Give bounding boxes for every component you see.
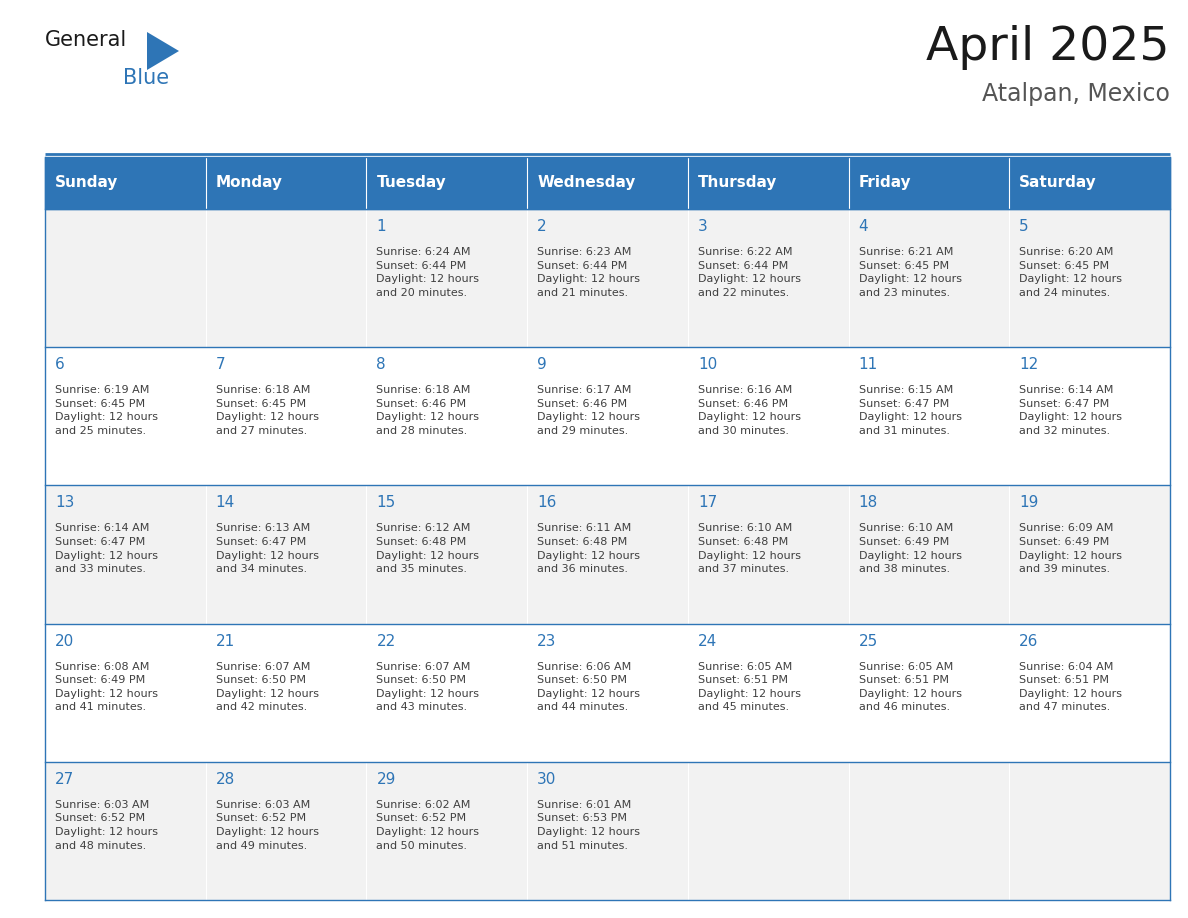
Text: Sunrise: 6:18 AM
Sunset: 6:46 PM
Daylight: 12 hours
and 28 minutes.: Sunrise: 6:18 AM Sunset: 6:46 PM Dayligh…: [377, 386, 480, 436]
Text: 17: 17: [697, 496, 718, 510]
Text: 27: 27: [55, 772, 74, 787]
Text: 30: 30: [537, 772, 556, 787]
Text: 11: 11: [859, 357, 878, 372]
Text: 19: 19: [1019, 496, 1038, 510]
Text: 29: 29: [377, 772, 396, 787]
Text: Sunrise: 6:15 AM
Sunset: 6:47 PM
Daylight: 12 hours
and 31 minutes.: Sunrise: 6:15 AM Sunset: 6:47 PM Dayligh…: [859, 386, 961, 436]
Text: Sunrise: 6:24 AM
Sunset: 6:44 PM
Daylight: 12 hours
and 20 minutes.: Sunrise: 6:24 AM Sunset: 6:44 PM Dayligh…: [377, 247, 480, 297]
Text: 8: 8: [377, 357, 386, 372]
Text: Sunrise: 6:06 AM
Sunset: 6:50 PM
Daylight: 12 hours
and 44 minutes.: Sunrise: 6:06 AM Sunset: 6:50 PM Dayligh…: [537, 662, 640, 712]
Bar: [45, 157, 206, 209]
Text: 5: 5: [1019, 219, 1029, 234]
Text: April 2025: April 2025: [927, 25, 1170, 70]
Bar: [45, 623, 1170, 762]
Text: 4: 4: [859, 219, 868, 234]
Text: Friday: Friday: [859, 175, 911, 191]
Bar: [527, 157, 688, 209]
Text: Sunrise: 6:10 AM
Sunset: 6:49 PM
Daylight: 12 hours
and 38 minutes.: Sunrise: 6:10 AM Sunset: 6:49 PM Dayligh…: [859, 523, 961, 574]
Text: Sunrise: 6:18 AM
Sunset: 6:45 PM
Daylight: 12 hours
and 27 minutes.: Sunrise: 6:18 AM Sunset: 6:45 PM Dayligh…: [216, 386, 318, 436]
Text: Sunrise: 6:07 AM
Sunset: 6:50 PM
Daylight: 12 hours
and 43 minutes.: Sunrise: 6:07 AM Sunset: 6:50 PM Dayligh…: [377, 662, 480, 712]
Text: Sunrise: 6:13 AM
Sunset: 6:47 PM
Daylight: 12 hours
and 34 minutes.: Sunrise: 6:13 AM Sunset: 6:47 PM Dayligh…: [216, 523, 318, 574]
Text: Sunrise: 6:11 AM
Sunset: 6:48 PM
Daylight: 12 hours
and 36 minutes.: Sunrise: 6:11 AM Sunset: 6:48 PM Dayligh…: [537, 523, 640, 574]
Text: Sunrise: 6:03 AM
Sunset: 6:52 PM
Daylight: 12 hours
and 48 minutes.: Sunrise: 6:03 AM Sunset: 6:52 PM Dayligh…: [55, 800, 158, 851]
Text: Sunrise: 6:05 AM
Sunset: 6:51 PM
Daylight: 12 hours
and 45 minutes.: Sunrise: 6:05 AM Sunset: 6:51 PM Dayligh…: [697, 662, 801, 712]
Text: Sunrise: 6:05 AM
Sunset: 6:51 PM
Daylight: 12 hours
and 46 minutes.: Sunrise: 6:05 AM Sunset: 6:51 PM Dayligh…: [859, 662, 961, 712]
Bar: [45, 762, 1170, 900]
Text: 28: 28: [216, 772, 235, 787]
Text: Blue: Blue: [124, 68, 169, 88]
Bar: [206, 157, 366, 209]
Text: 22: 22: [377, 633, 396, 649]
Text: 9: 9: [537, 357, 546, 372]
Bar: [45, 157, 1170, 209]
Text: 10: 10: [697, 357, 718, 372]
Text: General: General: [45, 30, 127, 50]
Text: Sunrise: 6:23 AM
Sunset: 6:44 PM
Daylight: 12 hours
and 21 minutes.: Sunrise: 6:23 AM Sunset: 6:44 PM Dayligh…: [537, 247, 640, 297]
Text: Wednesday: Wednesday: [537, 175, 636, 191]
Text: 25: 25: [859, 633, 878, 649]
Text: Tuesday: Tuesday: [377, 175, 447, 191]
Text: Saturday: Saturday: [1019, 175, 1097, 191]
Text: 21: 21: [216, 633, 235, 649]
Text: 23: 23: [537, 633, 556, 649]
Bar: [848, 157, 1010, 209]
Text: Sunday: Sunday: [55, 175, 119, 191]
Polygon shape: [147, 32, 179, 70]
Text: 2: 2: [537, 219, 546, 234]
Text: Monday: Monday: [216, 175, 283, 191]
Text: Sunrise: 6:12 AM
Sunset: 6:48 PM
Daylight: 12 hours
and 35 minutes.: Sunrise: 6:12 AM Sunset: 6:48 PM Dayligh…: [377, 523, 480, 574]
Text: Sunrise: 6:14 AM
Sunset: 6:47 PM
Daylight: 12 hours
and 33 minutes.: Sunrise: 6:14 AM Sunset: 6:47 PM Dayligh…: [55, 523, 158, 574]
Text: 12: 12: [1019, 357, 1038, 372]
Text: Sunrise: 6:03 AM
Sunset: 6:52 PM
Daylight: 12 hours
and 49 minutes.: Sunrise: 6:03 AM Sunset: 6:52 PM Dayligh…: [216, 800, 318, 851]
Text: Sunrise: 6:02 AM
Sunset: 6:52 PM
Daylight: 12 hours
and 50 minutes.: Sunrise: 6:02 AM Sunset: 6:52 PM Dayligh…: [377, 800, 480, 851]
Text: Thursday: Thursday: [697, 175, 777, 191]
Text: 15: 15: [377, 496, 396, 510]
Text: Sunrise: 6:16 AM
Sunset: 6:46 PM
Daylight: 12 hours
and 30 minutes.: Sunrise: 6:16 AM Sunset: 6:46 PM Dayligh…: [697, 386, 801, 436]
Text: Sunrise: 6:19 AM
Sunset: 6:45 PM
Daylight: 12 hours
and 25 minutes.: Sunrise: 6:19 AM Sunset: 6:45 PM Dayligh…: [55, 386, 158, 436]
Text: 18: 18: [859, 496, 878, 510]
Text: Sunrise: 6:08 AM
Sunset: 6:49 PM
Daylight: 12 hours
and 41 minutes.: Sunrise: 6:08 AM Sunset: 6:49 PM Dayligh…: [55, 662, 158, 712]
Text: Sunrise: 6:22 AM
Sunset: 6:44 PM
Daylight: 12 hours
and 22 minutes.: Sunrise: 6:22 AM Sunset: 6:44 PM Dayligh…: [697, 247, 801, 297]
Text: 16: 16: [537, 496, 556, 510]
Text: Atalpan, Mexico: Atalpan, Mexico: [982, 82, 1170, 106]
Text: Sunrise: 6:14 AM
Sunset: 6:47 PM
Daylight: 12 hours
and 32 minutes.: Sunrise: 6:14 AM Sunset: 6:47 PM Dayligh…: [1019, 386, 1123, 436]
Text: Sunrise: 6:21 AM
Sunset: 6:45 PM
Daylight: 12 hours
and 23 minutes.: Sunrise: 6:21 AM Sunset: 6:45 PM Dayligh…: [859, 247, 961, 297]
Bar: [45, 209, 1170, 347]
Text: 24: 24: [697, 633, 718, 649]
Text: Sunrise: 6:07 AM
Sunset: 6:50 PM
Daylight: 12 hours
and 42 minutes.: Sunrise: 6:07 AM Sunset: 6:50 PM Dayligh…: [216, 662, 318, 712]
Text: 1: 1: [377, 219, 386, 234]
Text: Sunrise: 6:04 AM
Sunset: 6:51 PM
Daylight: 12 hours
and 47 minutes.: Sunrise: 6:04 AM Sunset: 6:51 PM Dayligh…: [1019, 662, 1123, 712]
Text: Sunrise: 6:10 AM
Sunset: 6:48 PM
Daylight: 12 hours
and 37 minutes.: Sunrise: 6:10 AM Sunset: 6:48 PM Dayligh…: [697, 523, 801, 574]
Bar: [688, 157, 848, 209]
Text: Sunrise: 6:20 AM
Sunset: 6:45 PM
Daylight: 12 hours
and 24 minutes.: Sunrise: 6:20 AM Sunset: 6:45 PM Dayligh…: [1019, 247, 1123, 297]
Bar: [366, 157, 527, 209]
Text: Sunrise: 6:17 AM
Sunset: 6:46 PM
Daylight: 12 hours
and 29 minutes.: Sunrise: 6:17 AM Sunset: 6:46 PM Dayligh…: [537, 386, 640, 436]
Text: 3: 3: [697, 219, 708, 234]
Text: 6: 6: [55, 357, 65, 372]
Text: Sunrise: 6:09 AM
Sunset: 6:49 PM
Daylight: 12 hours
and 39 minutes.: Sunrise: 6:09 AM Sunset: 6:49 PM Dayligh…: [1019, 523, 1123, 574]
Text: 20: 20: [55, 633, 74, 649]
Text: 13: 13: [55, 496, 75, 510]
Bar: [45, 347, 1170, 486]
Text: 26: 26: [1019, 633, 1038, 649]
Text: 7: 7: [216, 357, 226, 372]
Bar: [45, 486, 1170, 623]
Text: 14: 14: [216, 496, 235, 510]
Text: Sunrise: 6:01 AM
Sunset: 6:53 PM
Daylight: 12 hours
and 51 minutes.: Sunrise: 6:01 AM Sunset: 6:53 PM Dayligh…: [537, 800, 640, 851]
Bar: [1010, 157, 1170, 209]
